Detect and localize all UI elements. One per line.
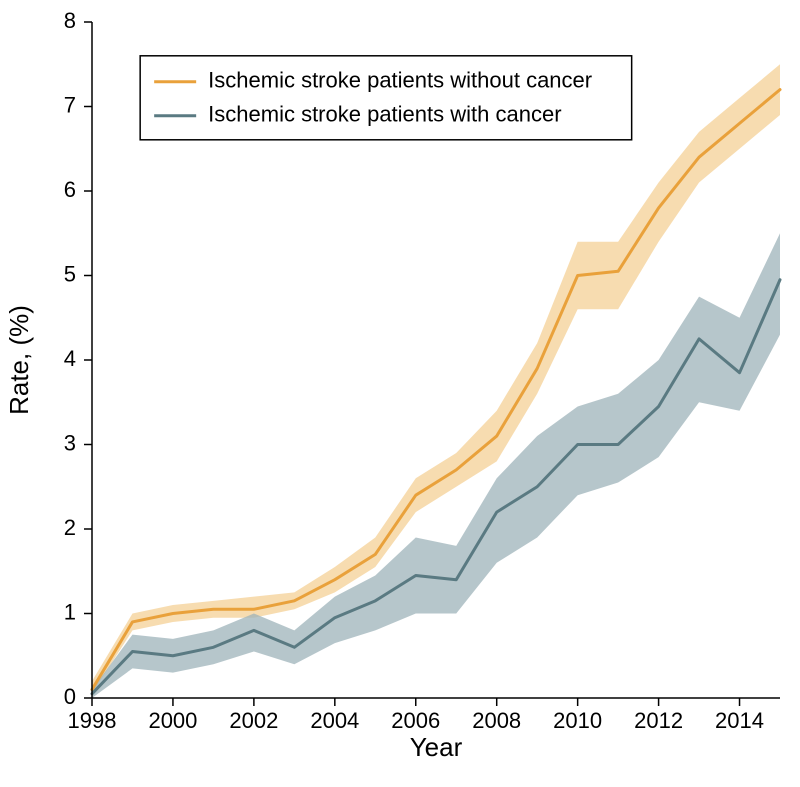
y-tick-label: 6 bbox=[64, 177, 76, 202]
y-tick-label: 7 bbox=[64, 92, 76, 117]
y-axis-title: Rate, (%) bbox=[4, 305, 34, 415]
x-tick-label: 2002 bbox=[229, 708, 278, 733]
legend-label: Ischemic stroke patients with cancer bbox=[208, 102, 561, 127]
y-tick-label: 1 bbox=[64, 599, 76, 624]
x-tick-label: 2010 bbox=[553, 708, 602, 733]
x-tick-label: 2012 bbox=[634, 708, 683, 733]
y-tick-label: 2 bbox=[64, 515, 76, 540]
legend-label: Ischemic stroke patients without cancer bbox=[208, 68, 592, 93]
x-tick-label: 2000 bbox=[148, 708, 197, 733]
x-tick-label: 2014 bbox=[715, 708, 764, 733]
x-tick-label: 2008 bbox=[472, 708, 521, 733]
line-chart: 0 1 2 3 4 5 6 7 8 1998 2000 2002 2004 2006 2008 2010 201… bbox=[0, 0, 800, 787]
legend: Ischemic stroke patients without cancer I… bbox=[140, 56, 632, 140]
y-tick-label: 5 bbox=[64, 261, 76, 286]
y-tick-label: 0 bbox=[64, 684, 76, 709]
x-tick-label: 2006 bbox=[391, 708, 440, 733]
y-tick-label: 3 bbox=[64, 430, 76, 455]
y-tick-label: 8 bbox=[64, 8, 76, 33]
y-tick-label: 4 bbox=[64, 346, 76, 371]
chart-container: 0 1 2 3 4 5 6 7 8 1998 2000 2002 2004 2006 2008 2010 201… bbox=[0, 0, 800, 787]
x-axis-title: Year bbox=[410, 732, 463, 762]
x-tick-label: 1998 bbox=[68, 708, 117, 733]
x-tick-label: 2004 bbox=[310, 708, 359, 733]
